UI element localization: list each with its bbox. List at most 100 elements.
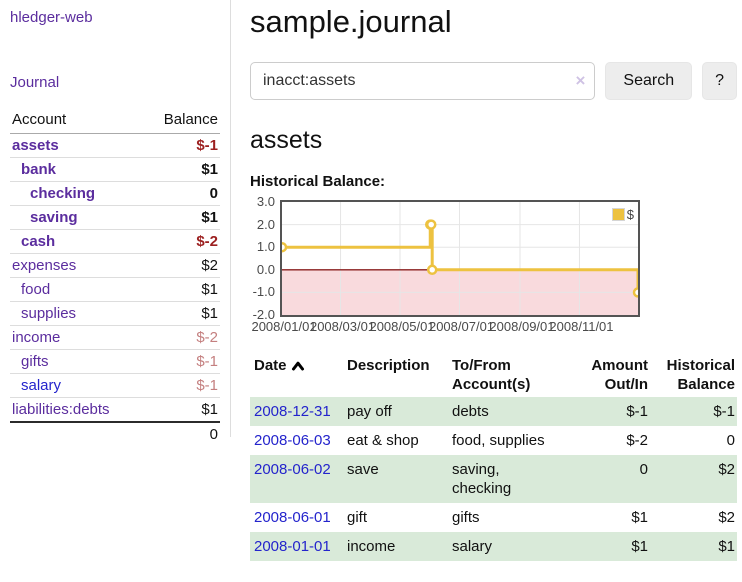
account-row: gifts $-1: [10, 349, 220, 374]
clear-search-icon[interactable]: ×: [575, 71, 586, 90]
accounts-header-balance: Balance: [143, 109, 220, 134]
register-col-historical: Historical Balance: [666, 357, 735, 393]
transaction-description: income: [347, 532, 452, 561]
account-balance: $2: [143, 253, 220, 278]
account-balance: $1: [143, 277, 220, 302]
account-link-saving[interactable]: saving: [30, 209, 78, 226]
account-row: cash $-2: [10, 229, 220, 254]
transaction-date-link[interactable]: 2008-12-31: [254, 403, 331, 420]
chart-x-axis: 2008/01/01 2008/03/01 2008/05/01 2008/07/01…: [251, 319, 737, 336]
account-balance: $1: [143, 301, 220, 326]
chart-plot-area: $: [280, 200, 640, 317]
chart-canvas: [282, 202, 638, 315]
transaction-date-link[interactable]: 2008-06-02: [254, 461, 331, 478]
account-balance: $1: [143, 157, 220, 182]
sidebar-nav: Journal: [10, 74, 220, 92]
chart-legend: $: [610, 206, 635, 223]
account-link-gifts[interactable]: gifts: [21, 353, 49, 370]
search-form: × Search ?: [250, 62, 737, 100]
register-col-to-from: To/From Account(s): [452, 357, 531, 393]
account-link-salary[interactable]: salary: [21, 377, 62, 394]
chart-title: Historical Balance:: [250, 173, 386, 190]
transaction-accounts: salary: [452, 532, 570, 561]
account-row: saving $1: [10, 205, 220, 230]
accounts-header-account: Account: [10, 109, 144, 134]
account-heading: assets: [250, 126, 323, 154]
account-link-assets[interactable]: assets: [12, 137, 59, 154]
y-tick-label: 3.0: [256, 194, 275, 209]
transaction-description: pay off: [347, 397, 452, 426]
accounts-table: Account Balance assets $-1 bank $1 checking 0…: [10, 109, 220, 446]
sidebar: hledger-web Journal Account Balance asse…: [0, 0, 231, 443]
page-title: sample.journal: [250, 4, 452, 39]
y-tick-label: -2.0: [252, 307, 275, 322]
account-row: supplies $1: [10, 301, 220, 326]
search-box: ×: [250, 62, 596, 100]
search-input[interactable]: [250, 62, 596, 100]
x-tick-label: 2008/11/01: [549, 319, 614, 334]
register-col-description: Description: [347, 357, 430, 374]
accounts-header-row: Account Balance: [10, 109, 220, 134]
transaction-amount: $-1: [570, 397, 650, 426]
transaction-date-link[interactable]: 2008-01-01: [254, 538, 331, 555]
account-balance: 0: [143, 181, 220, 206]
account-row: salary $-1: [10, 373, 220, 398]
sidebar-item-journal[interactable]: Journal: [10, 74, 60, 91]
transaction-accounts: saving, checking: [452, 455, 570, 503]
account-link-liabilities-debts[interactable]: liabilities:debts: [12, 401, 110, 418]
transaction-date-link[interactable]: 2008-06-03: [254, 432, 331, 449]
transaction-description: save: [347, 455, 452, 503]
register-header-row: Date Description To/From Account(s) Amount Ou…: [250, 353, 737, 397]
legend-swatch-icon: [611, 208, 625, 221]
register-row: 2008-12-31 pay off debts $-1 $-1: [250, 397, 737, 426]
account-balance: $-2: [143, 229, 220, 254]
account-row: checking 0: [10, 181, 220, 206]
help-button[interactable]: ?: [702, 62, 737, 100]
account-link-expenses[interactable]: expenses: [12, 257, 77, 274]
transaction-amount: 0: [570, 455, 650, 503]
account-row: liabilities:debts $1: [10, 397, 220, 423]
main-content: sample.journal × Search ? assets Histori…: [250, 0, 742, 561]
account-link-income[interactable]: income: [12, 329, 61, 346]
account-balance: $1: [143, 205, 220, 230]
register-row: 2008-06-03 eat & shop food, supplies $-2 0: [250, 426, 737, 455]
register-col-date[interactable]: Date: [250, 353, 347, 397]
account-link-bank[interactable]: bank: [21, 161, 57, 178]
register-row: 2008-06-02 save saving, checking 0 $2: [250, 455, 737, 503]
brand-link[interactable]: hledger-web: [10, 9, 93, 26]
sort-asc-icon: [291, 361, 304, 371]
account-balance: $-1: [143, 133, 220, 158]
account-balance: $1: [143, 397, 220, 423]
transaction-amount: $1: [631, 509, 648, 526]
account-link-checking[interactable]: checking: [30, 185, 96, 202]
x-tick-label: 2008/05/01: [369, 319, 435, 334]
accounts-total-value: 0: [209, 426, 218, 443]
y-tick-label: 2.0: [256, 216, 275, 232]
register-row: 2008-06-01 gift gifts $1 $2: [250, 503, 737, 532]
account-row: expenses $2: [10, 253, 220, 278]
transaction-balance: 0: [726, 432, 735, 449]
accounts-total-row: 0: [10, 422, 220, 446]
transaction-balance: $-1: [650, 397, 737, 426]
transaction-accounts: debts: [452, 397, 570, 426]
account-link-supplies[interactable]: supplies: [21, 305, 77, 322]
register-col-amount: Amount Out/In: [591, 357, 648, 393]
x-tick-label: 2008/01/01: [251, 319, 317, 334]
account-link-food[interactable]: food: [21, 281, 51, 298]
transaction-balance: $1: [650, 532, 737, 561]
transaction-balance: $2: [718, 509, 735, 526]
transaction-amount: $1: [570, 532, 650, 561]
y-tick-label: 0.0: [256, 261, 275, 277]
y-tick-label: 1.0: [256, 239, 275, 255]
search-button[interactable]: Search: [605, 62, 693, 100]
transaction-date-link[interactable]: 2008-06-01: [254, 509, 331, 526]
transaction-accounts: food, supplies: [452, 432, 545, 449]
y-tick-label: -1.0: [252, 284, 275, 300]
transaction-accounts: gifts: [452, 509, 480, 526]
account-link-cash[interactable]: cash: [21, 233, 56, 250]
chart-y-axis: 3.0 2.0 1.0 0.0 -1.0 -2.0: [250, 195, 280, 322]
transaction-balance: $2: [650, 455, 737, 503]
register-row: 2008-01-01 income salary $1 $1: [250, 532, 737, 561]
account-row: bank $1: [10, 157, 220, 182]
account-balance: $-1: [143, 373, 220, 398]
